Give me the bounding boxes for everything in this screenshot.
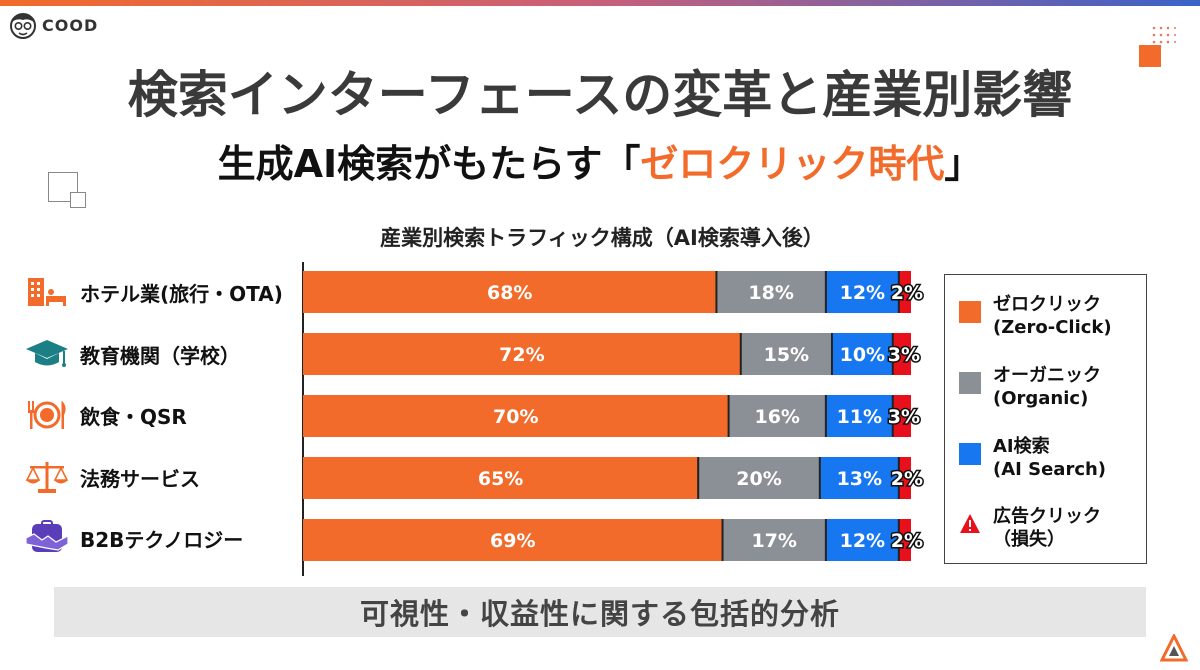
dining-icon [28, 401, 66, 429]
category-label-dining: 飲食・QSR [80, 404, 187, 429]
bar-value-label: 11% [837, 406, 882, 428]
top-gradient-bar [0, 0, 1200, 6]
footer-text: 可視性・収益性に関する包括的分析 [359, 597, 840, 631]
mascot-face-icon [10, 13, 36, 39]
bar-value-label: 15% [764, 344, 809, 366]
decorative-outline-square-small [70, 192, 86, 208]
legend-item-ad-click: 広告クリック （損失） [959, 505, 1101, 552]
category-label-education: 教育機関（学校） [80, 343, 240, 368]
category-row-education: 教育機関（学校） [24, 334, 240, 374]
bar-value-label: 12% [840, 530, 885, 552]
corner-triangle-icon [1160, 634, 1188, 662]
chart-legend: ゼロクリック (Zero-Click) オーガニック (Organic) AI検… [944, 274, 1147, 564]
bar-value-label: 16% [754, 406, 799, 428]
bar-segment [740, 333, 832, 375]
legend-label-zero-click: ゼロクリック (Zero-Click) [993, 294, 1112, 339]
subtitle-highlight: ゼロクリック時代 [640, 142, 945, 186]
bar-segment [898, 271, 911, 313]
legend-item-zero-click: ゼロクリック (Zero-Click) [959, 293, 1112, 340]
footer-band: 可視性・収益性に関する包括的分析 [54, 587, 1146, 637]
bar-value-label: 13% [837, 468, 882, 490]
bar-segment [898, 519, 911, 561]
bar-value-label: 68% [487, 282, 532, 304]
legend-label-ad-click: 広告クリック （損失） [993, 506, 1101, 551]
warning-triangle-icon [960, 514, 980, 533]
legend-swatch-organic [959, 372, 981, 394]
bar-segment [892, 333, 911, 375]
bar-value-label: 17% [751, 530, 796, 552]
bar-value-label: 12% [840, 282, 885, 304]
scales-icon [25, 462, 69, 493]
bar-segment [303, 457, 699, 499]
decorative-orange-square [1139, 45, 1161, 67]
bar-value-label: 65% [478, 468, 523, 490]
bar-segment [303, 333, 741, 375]
page-title: 検索インターフェースの変革と産業別影響 [127, 66, 1073, 124]
bar-value-label: 2% [891, 468, 923, 490]
legend-item-ai-search: AI検索 (AI Search) [959, 435, 1106, 482]
category-label-b2b: B2Bテクノロジー [80, 527, 244, 552]
bar-segment [825, 395, 893, 437]
subtitle-prefix: 生成AI検索がもたらす「 [217, 142, 641, 186]
bar-segment [898, 457, 911, 499]
bar-value-label: 10% [840, 344, 885, 366]
legend-label-ai-search: AI検索 (AI Search) [993, 436, 1107, 481]
bar-segment [303, 519, 723, 561]
bar-segment [831, 333, 893, 375]
bar-segment [698, 457, 820, 499]
bar-value-label: 2% [891, 282, 923, 304]
bar-value-label: 69% [490, 530, 535, 552]
bar-value-label: 18% [748, 282, 793, 304]
category-row-b2b: B2Bテクノロジー [24, 518, 243, 558]
bar-segment [819, 457, 899, 499]
bar-segment [825, 271, 899, 313]
graduation-cap-icon [26, 340, 68, 367]
bar-segment [892, 395, 911, 437]
bar-segment [825, 519, 899, 561]
bar-value-label: 3% [888, 344, 920, 366]
bar-segment [728, 395, 826, 437]
bar-value-label: 72% [499, 344, 544, 366]
bar-segment [303, 395, 729, 437]
category-row-legal: 法務サービス [24, 457, 200, 497]
bar-value-label: 3% [888, 406, 920, 428]
legend-label-organic: オーガニック (Organic) [993, 365, 1101, 410]
legend-item-organic: オーガニック (Organic) [959, 364, 1101, 411]
category-row-dining: 飲食・QSR [24, 395, 187, 435]
category-label-hotel: ホテル業(旅行・OTA) [80, 281, 283, 306]
subtitle-suffix: 」 [944, 142, 983, 186]
bar-segment [722, 519, 826, 561]
bar-value-label: 2% [891, 530, 923, 552]
bar-value-label: 20% [736, 468, 781, 490]
category-label-legal: 法務サービス [80, 466, 200, 491]
brand-logo: COOD [8, 10, 98, 40]
bar-segment [716, 271, 826, 313]
decorative-outline-square [48, 172, 78, 202]
bar-segment [303, 271, 717, 313]
category-row-hotel: ホテル業(旅行・OTA) [24, 272, 283, 312]
brand-logo-text: COOD [42, 15, 99, 35]
chart-title: 産業別検索トラフィック構成（AI検索導入後） [380, 226, 824, 250]
legend-swatch-zero-click [959, 301, 981, 323]
hotel-icon [28, 278, 66, 306]
page-subtitle: 生成AI検索がもたらす「ゼロクリック時代」 [0, 142, 1200, 188]
legend-swatch-ai-search [959, 443, 981, 465]
decorative-dot-grid [1152, 26, 1176, 44]
handshake-icon [25, 520, 69, 552]
bar-value-label: 70% [493, 406, 538, 428]
